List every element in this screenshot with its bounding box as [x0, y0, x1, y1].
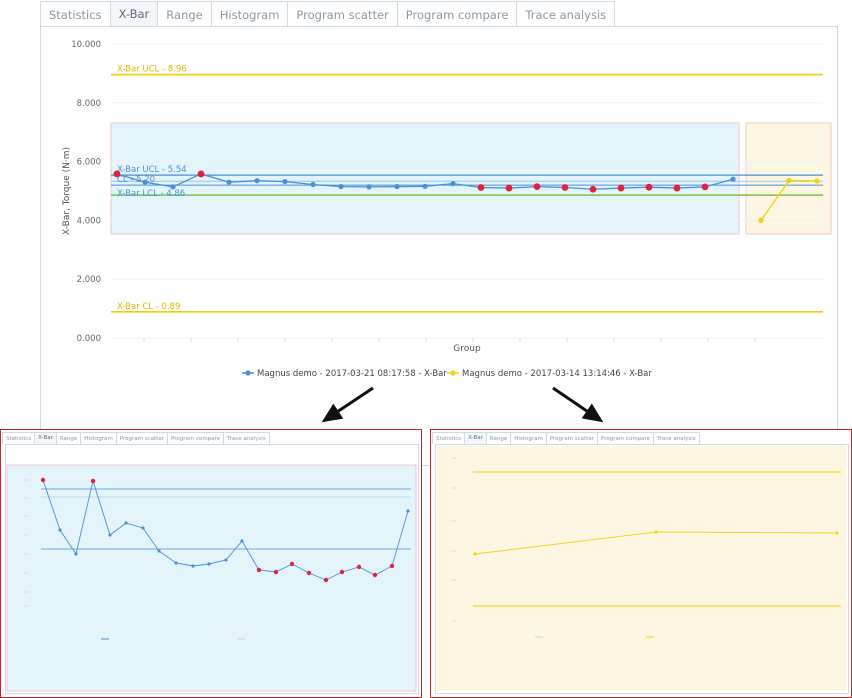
y-axis-label: X-Bar, Torque (N·m): [62, 147, 72, 235]
inset-xbar-chart-yellow: [437, 446, 846, 691]
inset-blue-series-point: [74, 552, 78, 556]
yellow-series-point: [786, 177, 792, 184]
inset-blue-series-point: [256, 567, 262, 573]
blue-series-point: [505, 184, 513, 192]
inset-blue-series-point: [141, 526, 145, 530]
zoom-inset-yellow-series: Statistics X-Bar Range Histogram Program sca…: [430, 429, 852, 698]
blue-series-point: [142, 179, 148, 185]
tab-range[interactable]: Range: [157, 1, 212, 27]
blue-series-point: [310, 181, 316, 188]
legend-yellow-label: Magnus demo - 2017-03-14 13:14:46 - X-Ba…: [462, 369, 652, 379]
inset-yellow-series-point: [654, 530, 658, 534]
tab-bar: Statistics X-Bar Range Histogram Program sca…: [40, 1, 616, 27]
blue-series-point: [673, 184, 681, 192]
inset-xbar-chart-blue: [6, 464, 417, 692]
blue-series-point: [254, 178, 260, 184]
inset-blue-series-point: [224, 558, 228, 562]
blue-series-point: [450, 181, 456, 187]
tab-histogram[interactable]: Histogram: [210, 1, 289, 27]
y-tick-label: 0.000: [77, 334, 101, 344]
inset-yellow-band: [437, 446, 846, 691]
x-axis-label: Group: [453, 344, 481, 354]
inset-blue-series-point: [90, 478, 96, 484]
inset-blue-series-point: [406, 509, 410, 513]
inset-blue-series-point: [124, 521, 128, 525]
annotation-blue-lcl: X-Bar LCL - 4.86: [117, 189, 185, 199]
inset-blue-series-point: [108, 533, 112, 537]
tab-trace-analysis[interactable]: Trace analysis: [653, 432, 700, 444]
blue-series-point: [589, 185, 597, 193]
inset-blue-series-point: [191, 564, 195, 568]
inset-yellow-series-point: [473, 552, 477, 556]
blue-series-point: [422, 183, 428, 189]
tab-program-compare[interactable]: Program compare: [396, 1, 518, 27]
blue-series-point: [701, 183, 709, 191]
tab-x-bar[interactable]: X-Bar: [109, 1, 159, 27]
tab-trace-analysis[interactable]: Trace analysis: [516, 1, 616, 27]
yellow-series-point: [758, 217, 764, 223]
inset-blue-series-point: [289, 561, 295, 567]
blue-series-point: [730, 176, 736, 182]
blue-series-point: [113, 170, 121, 178]
inset-blue-series-point: [372, 572, 378, 578]
inset-blue-series-point: [306, 570, 312, 576]
inset-tab-bar: Statistics X-Bar Range Histogram Program sca…: [432, 432, 700, 444]
zoom-inset-blue-series: Statistics X-Bar Range Histogram Program sca…: [0, 429, 422, 698]
y-tick-label: 8.000: [77, 99, 101, 109]
blue-series-point: [617, 184, 625, 192]
legend-yellow-marker: [450, 370, 456, 376]
annotation-yellow-ucl: X-Bar UCL - 8.96: [117, 65, 187, 75]
inset-blue-series-point: [58, 528, 62, 532]
inset-blue-series-point: [240, 539, 244, 543]
blue-series-point: [226, 179, 232, 185]
y-tick-label: 2.000: [77, 275, 101, 285]
blue-series-point: [477, 184, 485, 191]
y-tick-label: 10.000: [71, 40, 101, 50]
blue-series-point: [533, 183, 541, 190]
inset-blue-series-point: [40, 477, 46, 483]
blue-series-point: [170, 184, 176, 190]
blue-series-point: [338, 183, 344, 190]
inset-blue-series-point: [339, 569, 345, 575]
chart-panel: 0.000 2.000 4.000 6.000 8.000 10.000 X-Bar UCL…: [40, 26, 838, 466]
blue-series-point: [197, 170, 205, 178]
annotation-yellow-cl: X-Bar CL - 0.89: [117, 302, 180, 312]
blue-series-point: [561, 184, 569, 191]
inset-blue-series-point: [389, 563, 395, 569]
inset-blue-series-point: [157, 549, 161, 553]
blue-series-point: [394, 183, 400, 190]
inset-blue-band: [6, 464, 417, 692]
blue-series-point: [645, 183, 653, 191]
inset-blue-series-point: [273, 569, 279, 575]
inset-tab-bar: Statistics X-Bar Range Histogram Program sca…: [2, 432, 270, 444]
annotation-blue-ucl: X-Bar UCL - 5.54: [117, 165, 187, 175]
y-tick-label: 4.000: [77, 216, 101, 226]
inset-yellow-series-point: [835, 531, 839, 535]
inset-blue-series-point: [207, 562, 211, 566]
legend-blue-label: Magnus demo - 2017-03-21 08:17:58 - X-Ba…: [257, 369, 447, 379]
xbar-chart: 0.000 2.000 4.000 6.000 8.000 10.000 X-Bar UCL…: [62, 40, 832, 379]
tab-statistics[interactable]: Statistics: [40, 1, 111, 27]
tab-trace-analysis[interactable]: Trace analysis: [223, 432, 270, 444]
inset-blue-series-point: [323, 577, 329, 583]
blue-series-point: [366, 184, 372, 190]
tab-program-scatter[interactable]: Program scatter: [287, 1, 398, 27]
blue-series-band: [110, 122, 740, 235]
legend-blue-marker: [245, 370, 251, 376]
yellow-series-point: [814, 178, 820, 184]
y-tick-label: 6.000: [77, 158, 101, 168]
inset-blue-series-point: [174, 561, 178, 565]
inset-blue-series-point: [356, 564, 362, 570]
blue-series-point: [282, 178, 288, 185]
